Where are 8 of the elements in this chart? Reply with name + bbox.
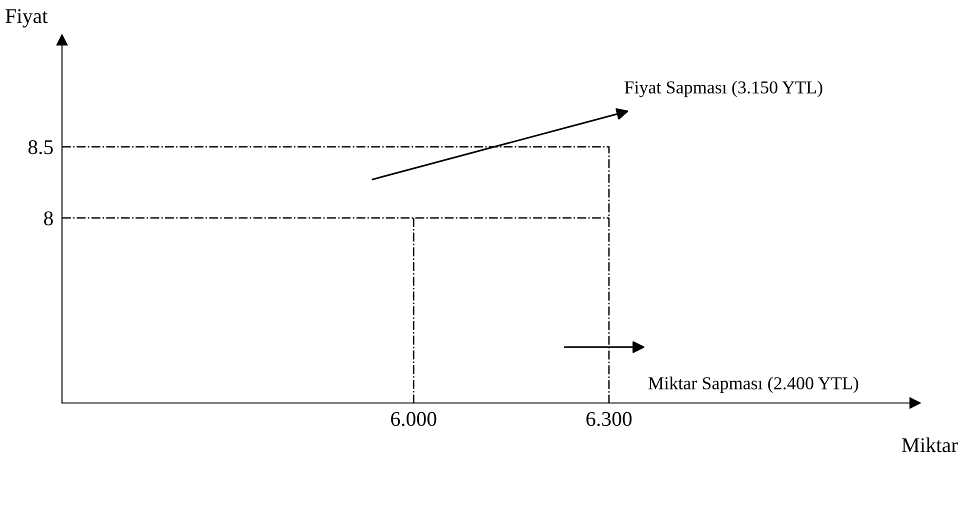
x-tick-label: 6.000 xyxy=(391,412,436,426)
y-tick-label: 8.5 xyxy=(28,140,53,154)
annotation: Miktar Sapması (2.400 YTL) xyxy=(648,376,858,394)
x-axis-title: Miktar xyxy=(902,438,958,452)
y-axis-title: Fiyat xyxy=(6,9,48,28)
annotation: Fiyat Sapması (3.150 YTL) xyxy=(624,80,822,98)
x-tick-label: 6.300 xyxy=(586,412,632,426)
y-tick-label: 8 xyxy=(44,211,53,226)
